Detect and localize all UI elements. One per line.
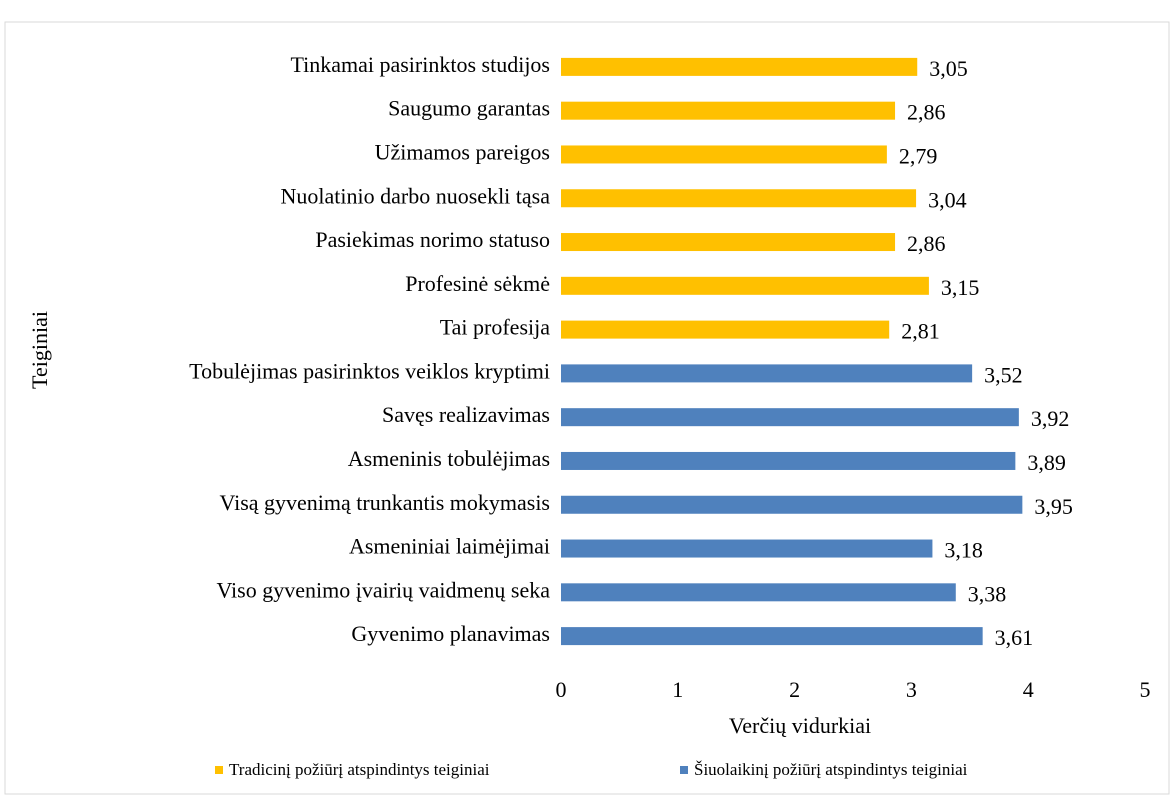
- value-label: 3,95: [1034, 494, 1073, 519]
- value-label: 3,05: [929, 56, 968, 81]
- bar: [561, 408, 1019, 427]
- bar: [561, 451, 1016, 470]
- value-label: 3,38: [968, 581, 1007, 606]
- y-tick-label: Nuolatinio darbo nuosekli tąsa: [281, 183, 551, 208]
- bar: [561, 101, 896, 120]
- value-label: 2,86: [907, 100, 946, 125]
- legend-label: Šiuolaikinį požiūrį atspindintys teigini…: [694, 760, 968, 779]
- y-tick-label: Asmeninis tobulėjimas: [348, 446, 550, 471]
- bar: [561, 539, 933, 558]
- bar: [561, 57, 918, 76]
- y-tick-label: Profesinė sėkmė: [405, 271, 550, 296]
- y-tick-label: Tinkamai pasirinktos studijos: [290, 52, 550, 77]
- bar: [561, 364, 973, 383]
- value-label: 3,89: [1027, 450, 1066, 475]
- value-label: 3,52: [984, 362, 1023, 387]
- bar: [561, 233, 896, 252]
- y-tick-label: Gyvenimo planavimas: [351, 621, 550, 646]
- y-tick-label: Užimamos pareigos: [375, 140, 550, 165]
- legend-swatch: [680, 766, 688, 774]
- bar: [561, 189, 917, 208]
- bar: [561, 276, 929, 295]
- y-tick-label: Savęs realizavimas: [382, 402, 550, 427]
- value-label: 3,92: [1031, 406, 1070, 431]
- y-tick-label: Saugumo garantas: [388, 96, 550, 121]
- y-tick-label: Asmeniniai laimėjimai: [349, 534, 550, 559]
- x-tick-label: 4: [1023, 677, 1034, 702]
- value-label: 2,81: [901, 319, 940, 344]
- value-label: 3,61: [995, 625, 1033, 650]
- y-tick-label: Tai profesija: [440, 315, 550, 340]
- value-label: 3,18: [944, 538, 983, 563]
- x-tick-label: 0: [556, 677, 567, 702]
- y-tick-label: Tobulėjimas pasirinktos veiklos kryptimi: [189, 358, 550, 383]
- x-tick-label: 1: [672, 677, 683, 702]
- bar: [561, 627, 983, 646]
- bar: [561, 583, 956, 602]
- x-tick-label: 3: [906, 677, 917, 702]
- bar: [561, 495, 1023, 514]
- x-tick-label: 5: [1140, 677, 1151, 702]
- x-tick-label: 2: [789, 677, 800, 702]
- chart-border: [4, 21, 1170, 795]
- bar: [561, 320, 890, 339]
- value-label: 3,04: [928, 187, 967, 212]
- label-clip: [560, 737, 1160, 757]
- legend-label: Tradicinį požiūrį atspindintys teiginiai: [229, 760, 490, 779]
- value-label: 2,86: [907, 231, 946, 256]
- value-label: 3,15: [941, 275, 980, 300]
- y-tick-label: Pasiekimas norimo statuso: [315, 227, 550, 252]
- value-label: 2,79: [899, 144, 938, 169]
- bar: [561, 145, 887, 164]
- y-axis-label: Teiginiai: [27, 311, 52, 389]
- y-tick-label: Visą gyvenimą trunkantis mokymasis: [220, 490, 550, 515]
- legend-swatch: [215, 766, 223, 774]
- y-tick-label: Viso gyvenimo įvairių vaidmenų seka: [216, 577, 550, 602]
- x-axis-label: Verčių vidurkiai: [729, 713, 871, 738]
